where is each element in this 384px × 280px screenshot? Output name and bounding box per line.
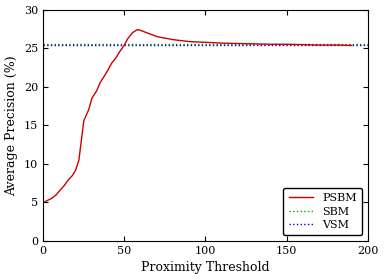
Y-axis label: Average Precision (%): Average Precision (%): [5, 55, 18, 196]
X-axis label: Proximity Threshold: Proximity Threshold: [141, 262, 270, 274]
Legend: PSBM, SBM, VSM: PSBM, SBM, VSM: [283, 188, 362, 235]
